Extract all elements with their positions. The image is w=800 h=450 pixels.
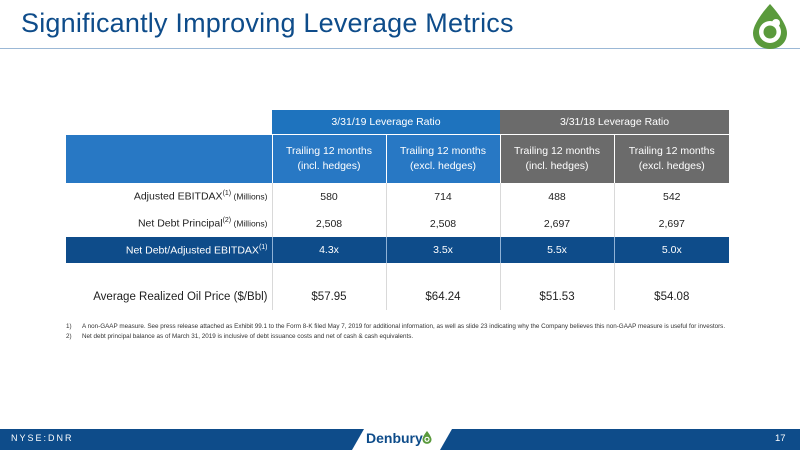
- row-label: Net Debt Principal(2) (Millions): [66, 210, 272, 237]
- footnote-text: Net debt principal balance as of March 3…: [82, 332, 414, 340]
- denbury-drop-logo-icon: [753, 4, 787, 49]
- table-cell: 2,697: [499, 210, 615, 237]
- table-cell: 5.0x: [613, 237, 730, 263]
- table-cell: 2,697: [613, 210, 730, 237]
- table-cell: 542: [613, 183, 730, 210]
- footnote: 2) Net debt principal balance as of Marc…: [66, 332, 414, 340]
- title-divider: [0, 48, 800, 49]
- table-cell: 488: [499, 183, 615, 210]
- table-cell: 580: [271, 183, 386, 210]
- footnote: 1) A non-GAAP measure. See press release…: [66, 323, 726, 330]
- denbury-drop-small-icon: [422, 431, 432, 444]
- page-number: 17: [775, 433, 786, 444]
- table-cell: 5.5x: [499, 237, 615, 263]
- table-row: Average Realized Oil Price ($/Bbl) $57.9…: [66, 283, 730, 310]
- table-cell: $51.53: [499, 283, 615, 310]
- table-cell: $64.24: [385, 283, 501, 310]
- row-label: Average Realized Oil Price ($/Bbl): [66, 283, 272, 310]
- group-header-row: 3/31/19 Leverage Ratio 3/31/18 Leverage …: [66, 110, 730, 135]
- brand-wordmark: Denbury: [366, 430, 423, 446]
- table-cell: $54.08: [613, 283, 730, 310]
- leverage-table: 3/31/19 Leverage Ratio 3/31/18 Leverage …: [66, 110, 730, 310]
- table-cell: 3.5x: [385, 237, 501, 263]
- subheader-col-4: Trailing 12 months (excl. hedges): [613, 134, 730, 183]
- table-cell: $57.95: [271, 283, 386, 310]
- table-row: Adjusted EBITDAX(1) (Millions) 580 714 4…: [66, 183, 730, 210]
- table-row: Net Debt Principal(2) (Millions) 2,508 2…: [66, 210, 730, 237]
- table-row-spacer: [66, 263, 730, 283]
- stock-ticker: NYSE:DNR: [11, 433, 74, 443]
- table-cell: 2,508: [271, 210, 386, 237]
- group-header-2019: 3/31/19 Leverage Ratio: [272, 110, 501, 135]
- table-cell: 2,508: [385, 210, 501, 237]
- row-label: Net Debt/Adjusted EBITDAX(1): [66, 237, 272, 263]
- group-header-2018: 3/31/18 Leverage Ratio: [500, 110, 730, 135]
- subheader-row: Trailing 12 months (incl. hedges) Trailin…: [66, 134, 730, 183]
- table-cell: 4.3x: [271, 237, 386, 263]
- header-corner: [66, 134, 272, 183]
- footnote-text: A non-GAAP measure. See press release at…: [82, 323, 726, 330]
- subheader-col-2: Trailing 12 months (excl. hedges): [385, 134, 501, 183]
- footnotes: 1) A non-GAAP measure. See press release…: [66, 322, 726, 341]
- subheader-col-3: Trailing 12 months (incl. hedges): [499, 134, 615, 183]
- row-label: Adjusted EBITDAX(1) (Millions): [66, 183, 272, 210]
- subheader-col-1: Trailing 12 months (incl. hedges): [271, 134, 386, 183]
- table-cell: 714: [385, 183, 501, 210]
- table-row-highlight: Net Debt/Adjusted EBITDAX(1) 4.3x 3.5x 5…: [66, 237, 730, 263]
- slide-title: Significantly Improving Leverage Metrics: [21, 8, 514, 38]
